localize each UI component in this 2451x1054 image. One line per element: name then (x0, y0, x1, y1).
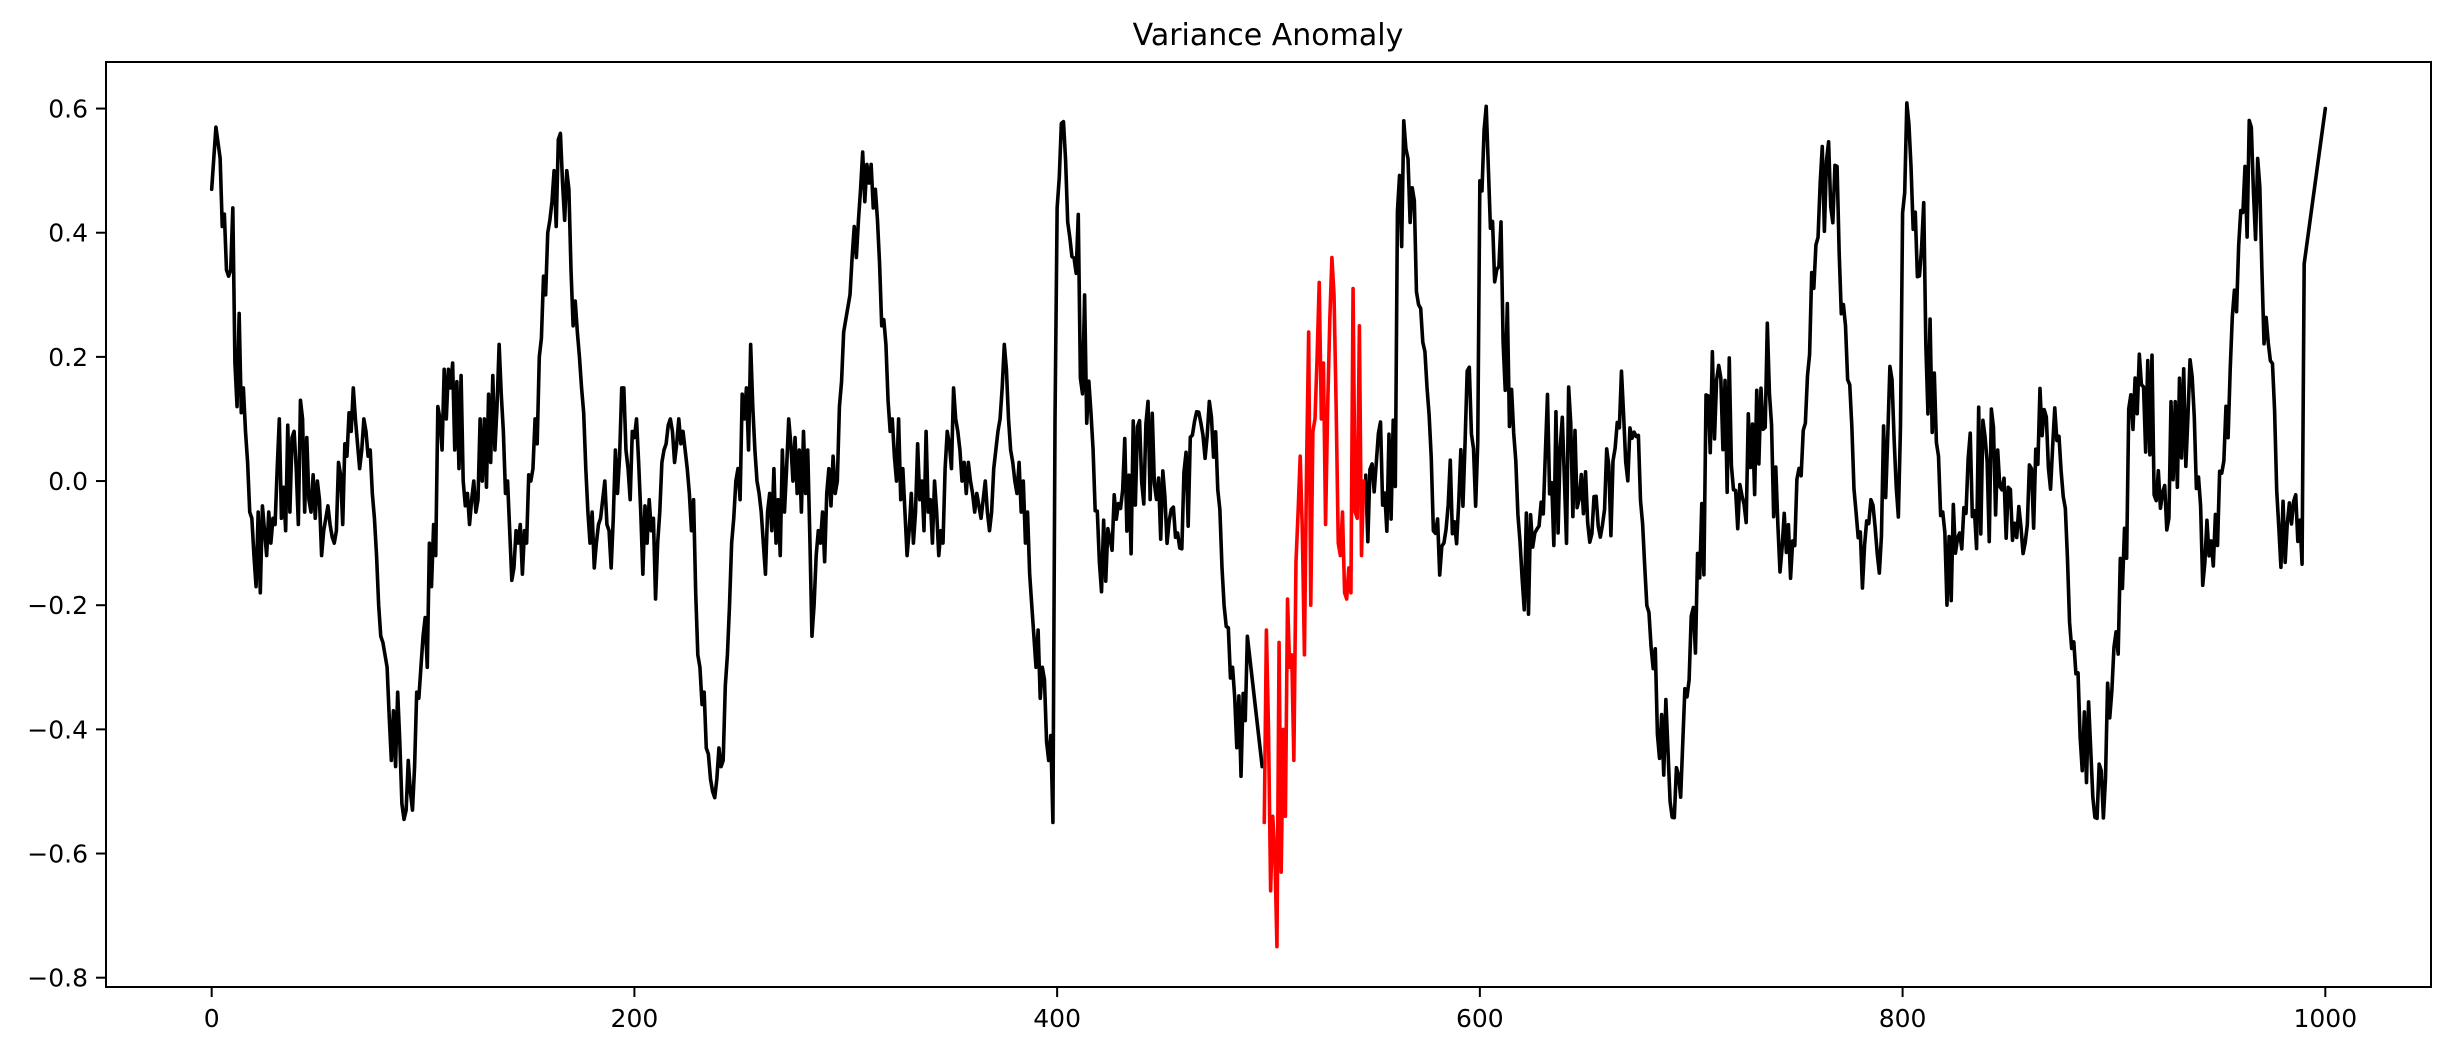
y-tick-label: −0.4 (27, 715, 88, 744)
y-tick-label: 0.2 (48, 343, 88, 372)
series-line-normal-after (1363, 101, 2328, 821)
y-tick-label: 0.4 (48, 219, 88, 248)
x-tick-label: 1000 (2294, 1004, 2358, 1033)
chart-title: Variance Anomaly (1133, 18, 1404, 53)
x-tick-label: 400 (1033, 1004, 1081, 1033)
x-tick-label: 200 (611, 1004, 659, 1033)
y-axis: 0.6 0.4 0.2 0.0 −0.2 −0.4 −0.6 −0.8 (27, 95, 106, 993)
x-tick-label: 0 (204, 1004, 220, 1033)
y-tick-label: −0.6 (27, 840, 88, 869)
y-tick-label: 0.6 (48, 95, 88, 124)
series-line-anomaly (1262, 255, 1366, 949)
x-tick-label: 800 (1879, 1004, 1927, 1033)
x-axis: 0 200 400 600 800 1000 (204, 987, 2357, 1033)
series-layer (209, 101, 2328, 949)
y-tick-label: 0.0 (48, 467, 88, 496)
y-tick-label: −0.2 (27, 591, 88, 620)
plot-frame (105, 61, 2432, 988)
y-tick-label: −0.8 (27, 964, 88, 993)
x-tick-label: 600 (1456, 1004, 1504, 1033)
series-line-normal-before (209, 119, 1264, 825)
plot-area (209, 101, 2328, 949)
